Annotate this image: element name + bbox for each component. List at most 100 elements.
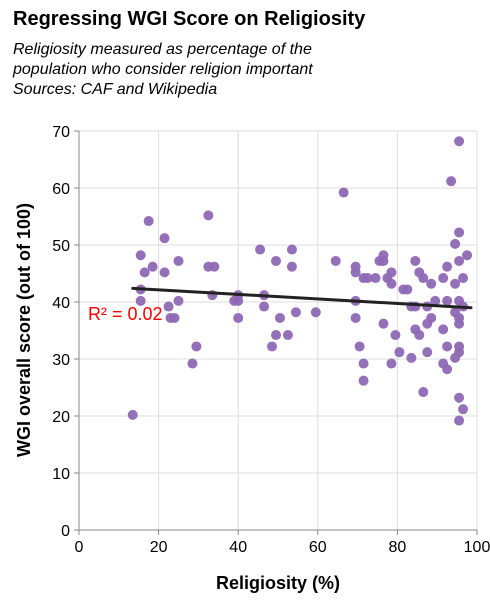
y-tick-label: 40: [52, 295, 70, 312]
data-point: [454, 136, 465, 147]
data-point: [442, 341, 453, 352]
data-point: [233, 312, 244, 323]
data-point: [362, 273, 373, 284]
data-point: [402, 284, 413, 295]
data-point: [454, 255, 465, 266]
data-point: [267, 341, 278, 352]
y-tick-label: 50: [52, 238, 70, 255]
y-tick-label: 70: [52, 124, 70, 141]
data-point: [139, 267, 150, 278]
data-point: [418, 273, 429, 284]
data-point: [290, 307, 301, 318]
x-tick-label: 100: [464, 539, 490, 556]
y-tick-label: 20: [52, 409, 70, 426]
subtitle-line-1: Religiosity measured as percentage of th…: [13, 41, 312, 58]
data-point: [159, 267, 170, 278]
data-point: [310, 307, 321, 318]
data-point: [147, 261, 158, 272]
trend-line: [131, 286, 473, 310]
chart-subtitle: Religiosity measured as percentage of th…: [13, 40, 313, 100]
y-tick-label: 30: [52, 352, 70, 369]
data-point: [454, 227, 465, 238]
data-point: [458, 273, 469, 284]
data-point: [203, 210, 214, 221]
data-point: [406, 352, 417, 363]
data-point: [159, 233, 170, 244]
data-point: [143, 216, 154, 227]
data-point: [454, 392, 465, 403]
data-point: [386, 267, 397, 278]
data-point: [454, 347, 465, 358]
trendline-group: [131, 286, 473, 310]
data-points: [127, 136, 473, 426]
data-point: [135, 250, 146, 261]
data-point: [209, 261, 220, 272]
data-point: [418, 387, 429, 398]
data-point: [438, 273, 449, 284]
data-point: [430, 295, 441, 306]
data-point: [386, 358, 397, 369]
data-point: [255, 244, 266, 255]
data-point: [394, 347, 405, 358]
data-point: [274, 312, 285, 323]
data-point: [330, 255, 341, 266]
data-point: [390, 330, 401, 341]
y-tick-label: 0: [61, 523, 70, 540]
data-point: [446, 176, 457, 187]
data-point: [173, 255, 184, 266]
subtitle-line-3: Sources: CAF and Wikipedia: [13, 81, 218, 98]
data-point: [442, 295, 453, 306]
y-axis-title: WGI overall score (out of 100): [14, 203, 34, 457]
data-point: [286, 244, 297, 255]
subtitle-line-2: population who consider religion importa…: [13, 61, 313, 78]
y-tick-label: 60: [52, 181, 70, 198]
data-point: [163, 301, 174, 312]
data-point: [259, 301, 270, 312]
data-point: [169, 312, 180, 323]
data-point: [370, 273, 381, 284]
x-tick-label: 80: [389, 539, 407, 556]
data-point: [462, 250, 473, 261]
data-point: [450, 278, 461, 289]
data-point: [286, 261, 297, 272]
data-point: [271, 330, 282, 341]
r-squared-annotation: R² = 0.02: [88, 304, 163, 324]
data-point: [354, 341, 365, 352]
data-point: [378, 318, 389, 329]
axes: 0 20 40 60 80 100 0 10 20 30 40 50 60 70: [52, 124, 490, 556]
data-point: [135, 295, 146, 306]
data-point: [454, 318, 465, 329]
data-point: [282, 330, 293, 341]
data-point: [450, 238, 461, 249]
data-point: [233, 295, 244, 306]
x-tick-label: 40: [229, 539, 247, 556]
x-axis-title: Religiosity (%): [216, 573, 340, 593]
data-point: [438, 324, 449, 335]
x-tick-label: 20: [150, 539, 168, 556]
data-point: [358, 375, 369, 386]
data-point: [414, 330, 425, 341]
data-point: [426, 278, 437, 289]
data-point: [350, 267, 361, 278]
data-point: [187, 358, 198, 369]
data-point: [378, 255, 389, 266]
data-point: [454, 415, 465, 426]
x-tick-label: 60: [309, 539, 327, 556]
data-point: [271, 255, 282, 266]
data-point: [442, 261, 453, 272]
chart-title: Regressing WGI Score on Religiosity: [13, 8, 366, 30]
data-point: [173, 295, 184, 306]
data-point: [350, 312, 361, 323]
data-point: [386, 278, 397, 289]
x-tick-label: 0: [75, 539, 84, 556]
data-point: [422, 347, 433, 358]
data-point: [338, 187, 349, 198]
y-tick-label: 10: [52, 466, 70, 483]
data-point: [458, 404, 469, 415]
data-point: [410, 255, 421, 266]
data-point: [127, 409, 138, 420]
data-point: [358, 358, 369, 369]
data-point: [191, 341, 202, 352]
data-point: [426, 312, 437, 323]
